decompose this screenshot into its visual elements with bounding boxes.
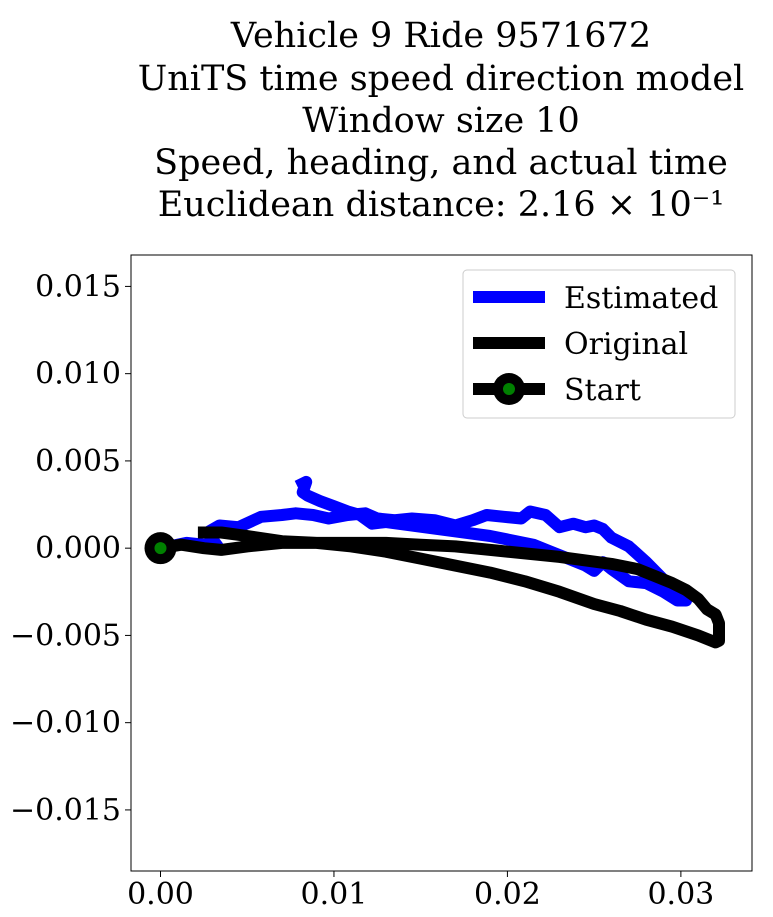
x-tick-label: 0.01 <box>301 877 368 912</box>
legend-start-marker-center <box>503 383 515 395</box>
y-tick-label: −0.015 <box>10 793 121 828</box>
title-line-1: Vehicle 9 Ride 9571672 <box>230 16 651 56</box>
plot-area <box>130 254 753 872</box>
title-line-5: Euclidean distance: 2.16 × 10⁻¹ <box>158 185 725 225</box>
title-line-3: Window size 10 <box>302 101 580 141</box>
legend-label-estimated: Estimated <box>564 281 718 316</box>
legend-label-start: Start <box>564 373 641 408</box>
y-tick-label: 0.015 <box>35 269 121 304</box>
x-tick-label: 0.00 <box>127 877 194 912</box>
y-tick-label: −0.005 <box>10 618 121 653</box>
x-tick-label: 0.03 <box>647 877 714 912</box>
legend: Estimated Original Start <box>462 269 736 419</box>
series-layer <box>144 475 725 649</box>
y-tick-label: 0.010 <box>35 357 121 392</box>
series-line-estimated <box>153 475 693 607</box>
title-line-2: UniTS time speed direction model <box>138 59 745 99</box>
start-marker-center <box>154 542 167 555</box>
y-tick-label: −0.010 <box>10 706 121 741</box>
legend-label-original: Original <box>564 327 688 362</box>
y-tick-label: 0.000 <box>35 531 121 566</box>
plot-frame <box>130 254 753 872</box>
y-axis: 0.015 0.010 0.005 0.000 −0.005 −0.010 −0.015 <box>10 269 131 828</box>
series-line-original <box>153 526 725 649</box>
title-line-4: Speed, heading, and actual time <box>154 143 728 183</box>
legend-box <box>462 269 736 419</box>
x-tick-label: 0.02 <box>474 877 541 912</box>
y-tick-label: 0.005 <box>35 444 121 479</box>
x-axis: 0.00 0.01 0.02 0.03 <box>127 871 714 912</box>
